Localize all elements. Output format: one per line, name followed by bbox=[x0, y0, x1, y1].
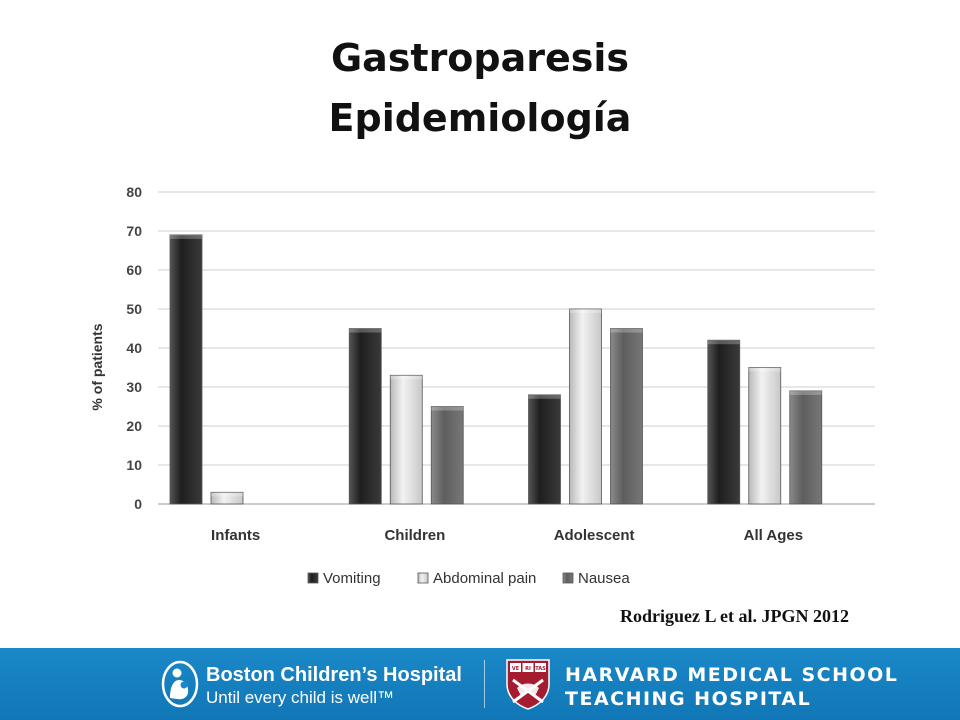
bar-highlight bbox=[431, 406, 464, 411]
footer-bar: Boston Children’s Hospital Until every c… bbox=[0, 648, 960, 720]
y-tick-label: 0 bbox=[134, 496, 142, 512]
bar-highlight bbox=[528, 394, 561, 399]
x-tick-label: Children bbox=[384, 527, 445, 544]
y-tick-label: 20 bbox=[126, 418, 142, 434]
footer-divider bbox=[484, 660, 485, 708]
boston-childrens-logo: Boston Children’s Hospital Until every c… bbox=[160, 660, 462, 710]
legend-label: Abdominal pain bbox=[433, 570, 536, 587]
bar-abdominal-pain bbox=[748, 367, 782, 505]
shield-text-1: VE bbox=[512, 666, 520, 672]
bar-highlight bbox=[748, 367, 781, 372]
y-tick-label: 30 bbox=[126, 379, 142, 395]
bar-highlight bbox=[610, 328, 643, 333]
x-axis-labels: Infants Children Adolescent All Ages bbox=[211, 527, 803, 544]
shield-text-2: RI bbox=[525, 666, 531, 672]
bar-vomiting bbox=[707, 339, 741, 505]
citation: Rodriguez L et al. JPGN 2012 bbox=[620, 606, 849, 626]
bar-chart: 0 10 20 30 40 50 60 70 80 Infants Children Adolesc… bbox=[89, 184, 875, 587]
bar-highlight bbox=[170, 234, 202, 239]
y-tick-label: 70 bbox=[126, 223, 142, 239]
legend-label: Vomiting bbox=[323, 570, 381, 587]
x-tick-label: Infants bbox=[211, 527, 260, 544]
gridlines bbox=[158, 191, 875, 505]
bar-highlight bbox=[569, 309, 602, 313]
y-tick-label: 80 bbox=[126, 184, 142, 200]
slide-title-line-2: Epidemiología bbox=[328, 96, 632, 140]
mother-child-icon bbox=[161, 660, 199, 708]
y-tick-label: 40 bbox=[126, 340, 142, 356]
y-tick-label: 50 bbox=[126, 301, 142, 317]
bar-abdominal-pain bbox=[569, 308, 602, 505]
bar-highlight bbox=[349, 328, 382, 333]
legend-swatch bbox=[417, 572, 429, 584]
bar-nausea bbox=[430, 406, 464, 505]
x-tick-label: All Ages bbox=[744, 527, 803, 544]
hms-line-2: TEACHING HOSPITAL bbox=[565, 688, 812, 710]
bars bbox=[169, 234, 823, 505]
legend-label: Nausea bbox=[578, 570, 630, 587]
legend-swatch bbox=[562, 572, 574, 584]
bar-highlight bbox=[707, 340, 740, 345]
bch-tagline: Until every child is well™ bbox=[206, 688, 394, 707]
bar-vomiting bbox=[348, 328, 382, 505]
bar-vomiting bbox=[169, 234, 203, 505]
harvard-medical-school-logo: VE RI TAS HARVARD MEDICAL SCHOOL TEACHIN… bbox=[505, 658, 925, 712]
x-tick-label: Adolescent bbox=[554, 527, 635, 544]
bar-nausea bbox=[610, 328, 643, 505]
y-axis-ticks: 0 10 20 30 40 50 60 70 80 bbox=[126, 184, 142, 512]
shield-text-3: TAS bbox=[535, 666, 546, 672]
y-tick-label: 10 bbox=[126, 457, 142, 473]
bar-abdominal-pain bbox=[210, 491, 244, 505]
bar-highlight bbox=[211, 492, 243, 497]
legend-swatch bbox=[307, 572, 319, 584]
bar-highlight bbox=[390, 375, 423, 380]
bar-nausea bbox=[789, 390, 823, 505]
slide-title-line-1: Gastroparesis bbox=[330, 36, 630, 80]
bar-vomiting bbox=[528, 394, 561, 505]
legend: Vomiting Abdominal pain Nausea bbox=[307, 570, 630, 587]
bar-highlight bbox=[789, 390, 822, 395]
hms-line-1: HARVARD MEDICAL SCHOOL bbox=[565, 664, 899, 686]
bch-name: Boston Children’s Hospital bbox=[206, 664, 462, 686]
y-axis-label: % of patients bbox=[89, 323, 105, 410]
bar-abdominal-pain bbox=[389, 374, 423, 505]
y-tick-label: 60 bbox=[126, 262, 142, 278]
harvard-shield-icon: VE RI TAS bbox=[506, 659, 550, 710]
